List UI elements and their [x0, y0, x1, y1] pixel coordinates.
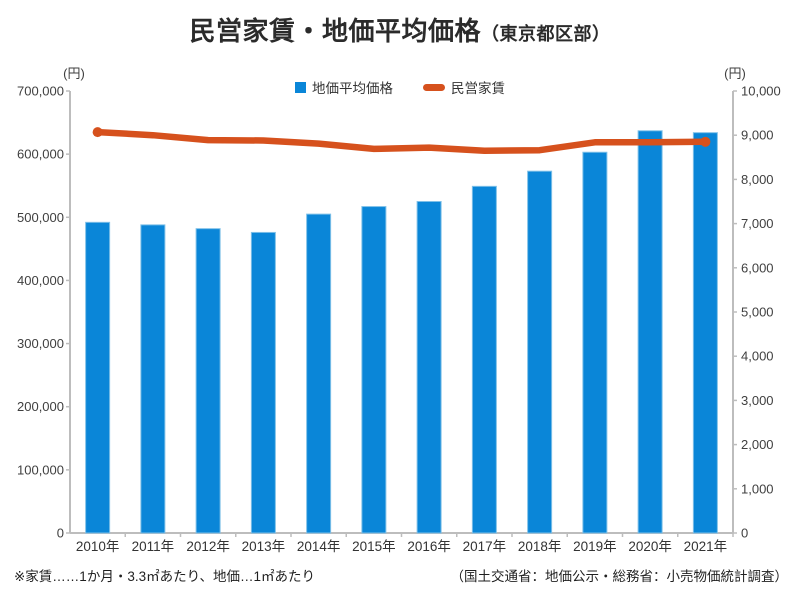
title-main: 民営家賃・地価平均価格: [189, 16, 481, 46]
bar-2010年: [85, 221, 111, 534]
x-axis-label-2017年: 2017年: [463, 539, 507, 554]
footnote-source: （国土交通省：地価公示・総務省：小売物価統計調査）: [450, 569, 789, 584]
bar-2014年: [306, 213, 332, 534]
x-axis-label-2011年: 2011年: [132, 539, 175, 554]
footnote-definition: ※家賃……1か月・3.3㎡あたり、地価…1㎡あたり: [14, 569, 316, 584]
right-axis-tick-label: 9,000: [741, 128, 774, 143]
right-axis-tick-label: 10,000: [741, 84, 781, 99]
bar-series-land-price: [85, 130, 718, 534]
bar-2018年: [527, 170, 553, 534]
x-axis-label-2020年: 2020年: [628, 539, 672, 554]
bar-2012年: [195, 228, 221, 534]
page-title: 民営家賃・地価平均価格（東京都区部）: [0, 16, 800, 47]
right-axis-tick-label: 1,000: [741, 481, 774, 496]
x-axis-label-2016年: 2016年: [407, 539, 451, 554]
x-axis-label-2015年: 2015年: [352, 539, 396, 554]
right-axis-tick-label: 6,000: [741, 260, 774, 275]
x-axis-label-2013年: 2013年: [242, 539, 286, 554]
left-axis-tick-label: 0: [57, 526, 64, 541]
left-axis-unit: (円): [63, 66, 85, 81]
right-axis-tick-label: 5,000: [741, 305, 774, 320]
left-axis-tick-label: 700,000: [17, 84, 64, 99]
right-axis-tick-label: 8,000: [741, 172, 774, 187]
x-axis-label-2018年: 2018年: [518, 539, 562, 554]
x-axis: 2010年 2011年 2012年 2013年 2014年 2015年 2016年 2017年…: [76, 533, 734, 554]
right-axis-tick-label: 3,000: [741, 393, 774, 408]
bar-2017年: [471, 185, 497, 534]
left-axis-tick-label: 500,000: [17, 210, 64, 225]
legend-label-rent: 民営家賃: [451, 81, 505, 96]
right-axis-tick-label: 4,000: [741, 349, 774, 364]
left-axis-tick-label: 200,000: [17, 399, 64, 414]
right-axis-unit: (円): [724, 66, 746, 81]
left-axis-tick-label: 300,000: [17, 336, 64, 351]
left-axis-tick-label: 100,000: [17, 462, 64, 477]
line-series-rent: [92, 127, 711, 154]
legend-item-land-price: 地価平均価格: [295, 77, 393, 97]
legend-item-rent: 民営家賃: [423, 77, 505, 97]
right-axis-tick-label: 0: [741, 526, 748, 541]
legend-bar-swatch-icon: [295, 81, 306, 93]
title-suffix: （東京都区部）: [481, 24, 611, 44]
legend-label-land-price: 地価平均価格: [312, 81, 393, 96]
bar-2019年: [582, 151, 608, 534]
legend-line-swatch-icon: [423, 83, 445, 91]
rent-line: [94, 128, 709, 154]
right-axis: 0 1,000 2,000 3,000 4,000 5,000 6,000 7,000 8,00…: [733, 84, 781, 541]
x-axis-label-2014年: 2014年: [297, 539, 341, 554]
right-axis-tick-label: 2,000: [741, 437, 774, 452]
bar-2011年: [140, 224, 166, 534]
bar-2015年: [361, 206, 387, 534]
right-axis-tick-label: 7,000: [741, 216, 774, 231]
axes: [69, 91, 734, 534]
rent-line-end-point: [700, 136, 711, 147]
bar-2021年: [692, 132, 718, 534]
x-axis-label-2012年: 2012年: [186, 539, 230, 554]
x-axis-label-2019年: 2019年: [573, 539, 617, 554]
x-axis-label-2010年: 2010年: [76, 539, 120, 554]
bar-2013年: [250, 231, 276, 534]
left-axis: 0 100,000 200,000 300,000 400,000 500,000 600,…: [17, 84, 70, 541]
x-axis-label-2021年: 2021年: [684, 539, 728, 554]
left-axis-tick-label: 600,000: [17, 147, 64, 162]
bar-2020年: [637, 130, 663, 534]
rent-line-start-point: [92, 127, 103, 138]
bar-2016年: [416, 201, 442, 534]
chart-legend: 地価平均価格 民営家賃: [0, 78, 800, 96]
left-axis-tick-label: 400,000: [17, 273, 64, 288]
